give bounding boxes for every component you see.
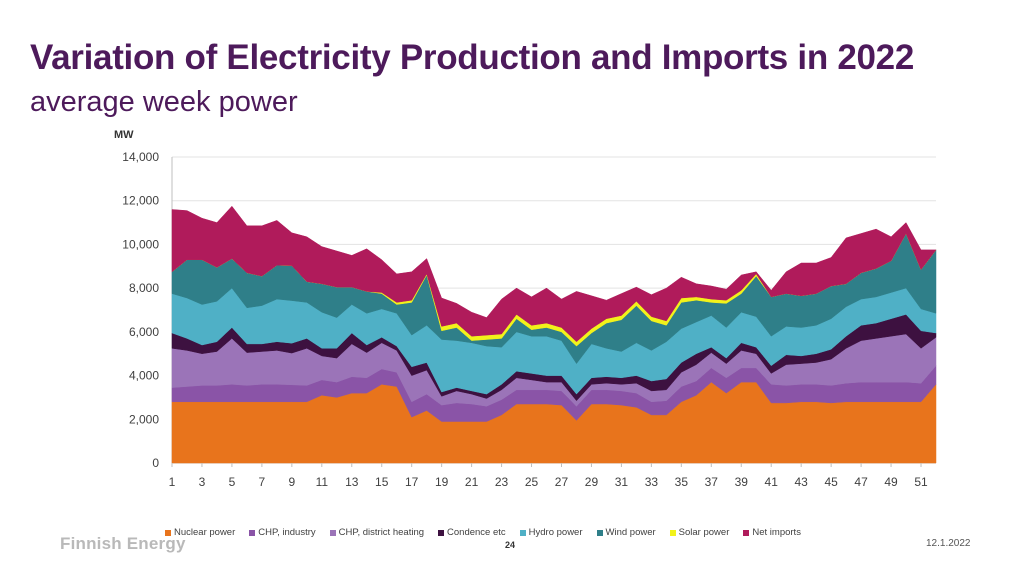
legend-swatch	[165, 529, 171, 536]
footer-date: 12.1.2022	[926, 538, 971, 549]
x-tick-label: 39	[735, 475, 749, 489]
legend-item-chp-industry: CHP, industry	[249, 527, 316, 538]
legend-label: Solar power	[678, 527, 730, 538]
legend-item-solar-power: Solar power	[669, 527, 730, 538]
legend-swatch	[743, 529, 750, 536]
legend-swatch	[596, 529, 603, 536]
y-tick-label: 2,000	[129, 412, 159, 426]
legend-label: CHP, district heating	[338, 527, 425, 538]
x-tick-label: 3	[199, 475, 206, 489]
legend-swatch	[249, 529, 256, 536]
x-tick-label: 51	[914, 475, 928, 489]
legend-label: Net imports	[752, 527, 801, 538]
x-tick-label: 25	[525, 475, 539, 489]
y-tick-label: 8,000	[129, 281, 159, 295]
x-tick-label: 21	[465, 475, 479, 489]
x-tick-label: 29	[585, 475, 599, 489]
legend-swatch	[438, 529, 445, 536]
y-tick-label: 0	[152, 456, 159, 470]
x-tick-label: 43	[794, 475, 808, 489]
legend-item-hydro-power: Hydro power	[519, 527, 583, 538]
x-tick-label: 1	[169, 475, 176, 489]
y-tick-label: 4,000	[129, 369, 159, 383]
finnish-energy-logo: Finnish Energy	[60, 534, 186, 553]
page-title: Variation of Electricity Production and …	[30, 38, 914, 77]
x-tick-label: 35	[675, 475, 689, 489]
page-subtitle: average week power	[30, 86, 298, 118]
y-axis-unit-label: MW	[114, 129, 134, 141]
legend-label: Nuclear power	[174, 527, 236, 538]
area-series-net-imports	[171, 205, 937, 343]
slide-number: 24	[505, 540, 516, 550]
legend-swatch	[669, 529, 676, 536]
x-tick-label: 31	[615, 475, 629, 489]
chart-legend: Nuclear power CHP, industry CHP, district …	[165, 527, 815, 538]
x-tick-label: 27	[555, 475, 569, 489]
y-tick-label: 6,000	[129, 325, 159, 339]
legend-label: Condence etc	[447, 527, 506, 538]
x-tick-label: 37	[705, 475, 719, 489]
x-tick-label: 19	[435, 475, 449, 489]
legend-item-chp-district-heating: CHP, district heating	[329, 527, 425, 538]
x-tick-label: 47	[854, 475, 868, 489]
legend-label: Wind power	[605, 527, 656, 538]
y-tick-label: 10,000	[122, 237, 159, 251]
legend-item-net-imports: Net imports	[743, 527, 801, 538]
legend-label: CHP, industry	[258, 527, 316, 538]
x-tick-label: 33	[645, 475, 659, 489]
x-tick-label: 45	[824, 475, 838, 489]
legend-label: Hydro power	[528, 527, 583, 538]
x-tick-label: 49	[884, 475, 898, 489]
x-tick-label: 7	[259, 475, 266, 489]
legend-swatch	[329, 529, 336, 536]
x-tick-label: 23	[495, 475, 509, 489]
legend-item-nuclear-power: Nuclear power	[165, 527, 235, 538]
y-tick-label: 14,000	[122, 150, 159, 164]
legend-item-condence-etc: Condence etc	[438, 527, 506, 538]
x-tick-label: 17	[405, 475, 419, 489]
legend-swatch	[519, 529, 526, 536]
x-tick-label: 15	[375, 475, 389, 489]
x-tick-label: 5	[229, 475, 236, 489]
legend-item-wind-power: Wind power	[596, 527, 656, 538]
x-tick-label: 41	[765, 475, 779, 489]
x-tick-label: 13	[345, 475, 359, 489]
x-tick-label: 11	[316, 475, 329, 489]
y-tick-label: 12,000	[122, 194, 159, 208]
x-tick-label: 9	[288, 475, 295, 489]
